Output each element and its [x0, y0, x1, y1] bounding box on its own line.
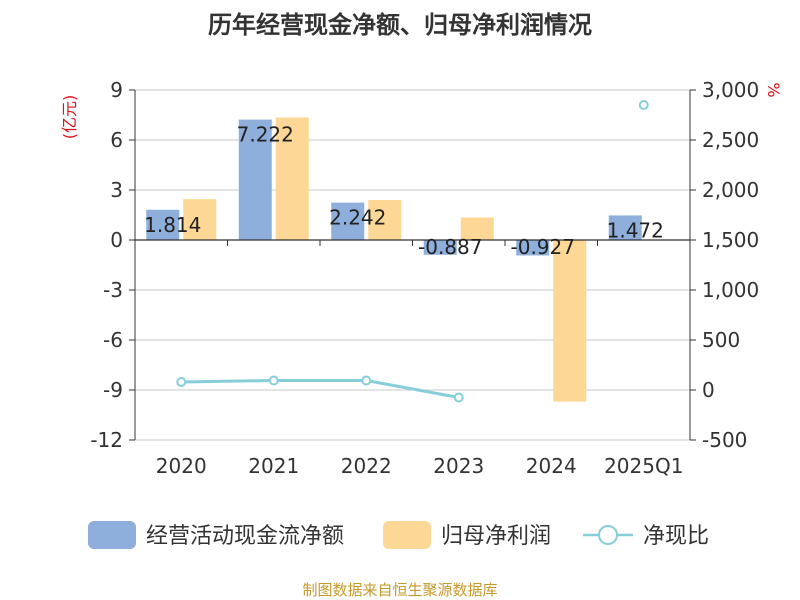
bar [460, 217, 494, 240]
bar [423, 240, 457, 255]
right-tick-label: 3,000 [702, 78, 759, 102]
bar-data-label: 1.472 [607, 218, 664, 242]
right-tick-label: 1,000 [702, 278, 759, 302]
right-tick-label: 2,000 [702, 178, 759, 202]
bar-data-label: 7.222 [237, 123, 294, 147]
bar [238, 119, 272, 240]
bar [146, 209, 180, 240]
legend-marker [598, 525, 618, 545]
category-label: 2020 [156, 454, 207, 478]
bar [516, 240, 550, 256]
line-point [638, 100, 649, 110]
legend-label: 净现比 [643, 524, 709, 549]
left-tick-label: 0 [110, 228, 123, 252]
category-label: 2021 [248, 454, 299, 478]
legend: 经营活动现金流净额 归母净利润 净现比 [88, 521, 709, 549]
right-tick-label: 1,500 [702, 228, 759, 252]
category-label: 2022 [341, 454, 392, 478]
right-tick-label: -500 [702, 428, 747, 452]
line-layer [176, 100, 649, 403]
axes-layer: 9 6 3 0 -3 -6 -9 -12 3,000 2,500 2,000 1,500 1,000 50… [90, 78, 759, 478]
right-tick-label: 2,500 [702, 128, 759, 152]
left-tick-label: -6 [103, 328, 123, 352]
bar-layer [146, 117, 642, 402]
category-label: 2023 [433, 454, 484, 478]
bar-data-label: 2.242 [329, 206, 386, 230]
bar [368, 200, 402, 240]
data-label-layer: 1.814 7.222 2.242 -0.887 -0.927 1.472 [144, 123, 664, 259]
category-label: 2025Q1 [604, 454, 683, 478]
line-point [453, 392, 464, 403]
line-point [176, 377, 187, 387]
left-axis-unit: (亿元) [60, 95, 79, 140]
left-tick-label: -12 [90, 428, 123, 452]
category-label: 2024 [526, 454, 577, 478]
left-tick-label: 3 [110, 178, 123, 202]
bar-data-label: -0.887 [418, 235, 482, 259]
legend-swatch [88, 521, 136, 549]
source-note: 制图数据来自恒生聚源数据库 [302, 581, 497, 599]
bar-data-label: -0.927 [511, 235, 575, 259]
bar [608, 215, 642, 240]
right-tick-label: 0 [702, 378, 715, 402]
bar [331, 202, 365, 240]
left-tick-label: -9 [103, 378, 123, 402]
line-point [361, 375, 372, 386]
line-series-path [181, 379, 460, 399]
right-axis-unit: % [764, 82, 783, 97]
left-tick-label: 9 [110, 78, 123, 102]
bar-data-label: 1.814 [144, 213, 201, 237]
bar [183, 199, 217, 240]
line-point [268, 375, 279, 386]
legend-swatch [383, 521, 431, 549]
bar [553, 240, 587, 402]
chart-title: 历年经营现金净额、归母净利润情况 [208, 11, 592, 39]
bar [275, 117, 309, 240]
left-tick-label: -3 [103, 278, 123, 302]
legend-label: 归母净利润 [441, 524, 551, 549]
left-tick-label: 6 [110, 128, 123, 152]
legend-label: 经营活动现金流净额 [146, 524, 344, 549]
right-tick-label: 500 [702, 328, 740, 352]
